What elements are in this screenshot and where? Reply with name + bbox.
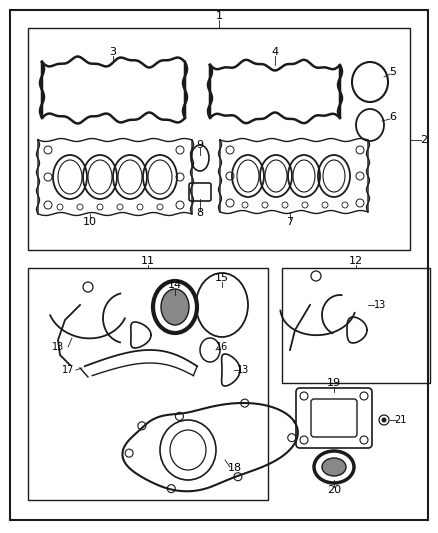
Text: 2: 2 (420, 135, 427, 145)
Text: 13: 13 (237, 365, 249, 375)
Text: 11: 11 (141, 256, 155, 266)
Text: 4: 4 (272, 47, 279, 57)
Text: 17: 17 (62, 365, 74, 375)
Text: 13: 13 (374, 300, 386, 310)
Text: 6: 6 (389, 112, 396, 122)
Text: 18: 18 (228, 463, 242, 473)
Text: 15: 15 (215, 273, 229, 283)
Text: 10: 10 (83, 217, 97, 227)
Text: 3: 3 (110, 47, 117, 57)
Text: 13: 13 (52, 342, 64, 352)
Text: 5: 5 (389, 67, 396, 77)
Text: 21: 21 (394, 415, 406, 425)
Text: 14: 14 (168, 280, 182, 290)
Ellipse shape (382, 418, 386, 422)
Ellipse shape (161, 289, 189, 325)
Text: 7: 7 (286, 217, 293, 227)
Text: 16: 16 (216, 342, 228, 352)
Ellipse shape (322, 458, 346, 476)
Text: 20: 20 (327, 485, 341, 495)
Text: 9: 9 (196, 140, 204, 150)
Text: 12: 12 (349, 256, 363, 266)
Text: 1: 1 (215, 11, 223, 21)
Text: 19: 19 (327, 378, 341, 388)
Text: 8: 8 (196, 208, 204, 218)
